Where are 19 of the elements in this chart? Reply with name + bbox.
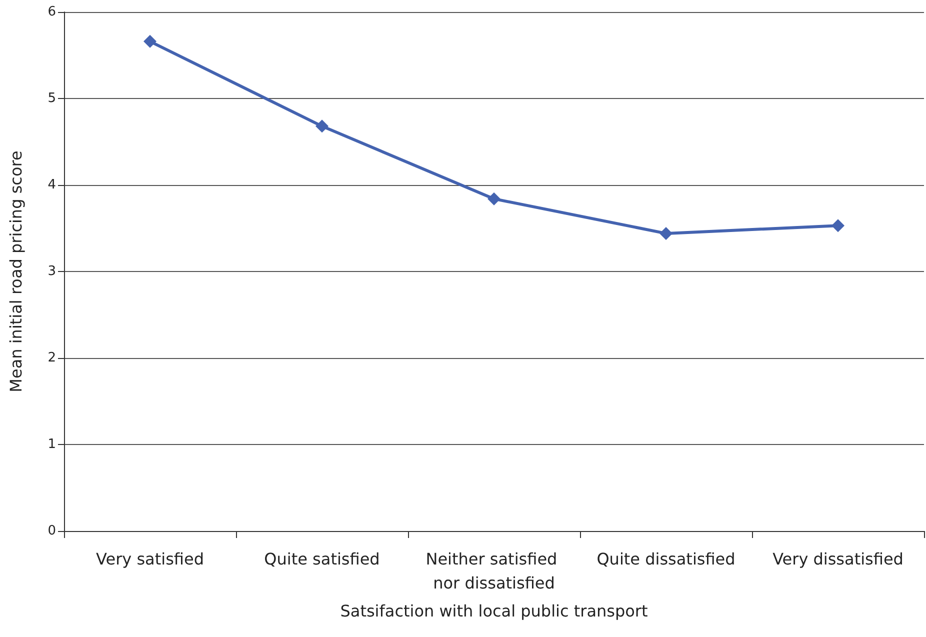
y-tick-label: 3 xyxy=(48,264,56,279)
point xyxy=(316,120,328,133)
x-tick-label: Neither satisfied nor dissatisfied xyxy=(426,550,562,592)
x-tick-label: Very satisfied xyxy=(96,550,204,568)
y-tick-label: 1 xyxy=(48,437,56,452)
y-tick-label: 4 xyxy=(48,178,56,192)
x-tick-label: Very dissatisfied xyxy=(772,550,904,568)
point xyxy=(144,34,156,48)
point xyxy=(488,192,500,206)
point xyxy=(832,219,844,232)
point xyxy=(660,226,672,240)
y-tick-label: 5 xyxy=(48,91,56,106)
x-tick-label: Quite satisfied xyxy=(264,550,380,568)
y-tick-label: 6 xyxy=(48,4,56,20)
x-axis-title: Satsifaction with local public transport xyxy=(340,602,648,620)
y-axis-title: Mean initial road pricing score xyxy=(6,150,26,392)
y-tick-label: 0 xyxy=(48,524,56,538)
x-tick-label: Quite dissatisfied xyxy=(596,550,736,568)
y-tick-label: 2 xyxy=(48,350,56,366)
